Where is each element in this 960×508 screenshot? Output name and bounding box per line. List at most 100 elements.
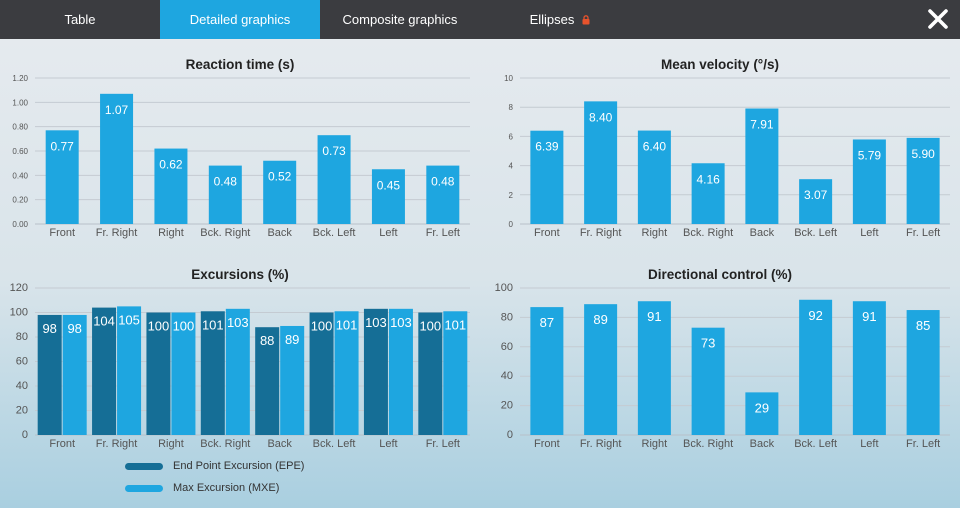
mean-velocity-category-label: Fr. Left xyxy=(906,227,940,239)
reaction-time-y-tick: 1.00 xyxy=(12,98,28,107)
mean-velocity-category-label: Front xyxy=(534,227,560,239)
mean-velocity-category-label: Right xyxy=(642,227,668,239)
directional-control-category-label: Fr. Left xyxy=(906,438,940,450)
reaction-time-data-label: 0.48 xyxy=(214,175,238,189)
reaction-time-y-tick: 0.80 xyxy=(12,123,28,132)
excursions-y-tick: 60 xyxy=(16,356,28,368)
tab-table[interactable]: Table xyxy=(64,12,96,27)
mean-velocity-y-tick: 6 xyxy=(509,132,514,141)
mean-velocity-y-tick: 10 xyxy=(504,74,513,83)
reaction-time-category-label: Right xyxy=(158,227,184,239)
mean-velocity-bar xyxy=(584,101,618,224)
excursions-data-label: 98 xyxy=(67,321,81,336)
excursions-bar-mxe xyxy=(225,308,250,435)
reaction-time-bar xyxy=(208,165,242,224)
excursions-bar-mxe xyxy=(443,311,468,435)
directional-control-data-label: 29 xyxy=(755,400,769,415)
lock-icon xyxy=(582,14,590,24)
legend-label-epe: End Point Excursion (EPE) xyxy=(173,460,305,472)
excursions-data-label: 101 xyxy=(444,317,466,332)
directional-control-y-tick: 0 xyxy=(507,429,513,441)
reaction-time-data-label: 0.77 xyxy=(51,139,75,153)
legend-item-epe: End Point Excursion (EPE) xyxy=(125,455,304,477)
reaction-time-data-label: 0.45 xyxy=(377,178,401,192)
excursions-data-label: 100 xyxy=(419,319,441,334)
excursions-legend: End Point Excursion (EPE) Max Excursion … xyxy=(125,455,304,499)
mean-velocity-y-tick: 4 xyxy=(509,162,514,171)
reaction-time-y-tick: 0.60 xyxy=(12,147,28,156)
excursions-chart: Excursions (%) 0 20 40 60 80 100 120 98 98 Front 10… xyxy=(10,267,470,450)
reaction-time-chart: Reaction time (s) 0.00 0.20 0.40 0.60 0.80 1.0… xyxy=(12,57,470,239)
reaction-time-data-label: 0.62 xyxy=(159,158,183,172)
top-navigation-bar: Table Detailed graphics Composite graphi… xyxy=(0,0,960,39)
excursions-category-label: Right xyxy=(158,438,184,450)
mean-velocity-bar xyxy=(745,108,779,224)
directional-control-bar xyxy=(691,327,725,435)
mean-velocity-data-label: 6.39 xyxy=(535,140,559,154)
reaction-time-data-label: 0.73 xyxy=(322,144,346,158)
reaction-time-bar xyxy=(263,160,297,224)
excursions-category-label: Bck. Left xyxy=(313,438,356,450)
directional-control-category-label: Bck. Left xyxy=(794,438,837,450)
excursions-data-label: 101 xyxy=(202,317,224,332)
tab-ellipses[interactable]: Ellipses xyxy=(480,0,640,39)
excursions-bar-mxe xyxy=(334,311,359,435)
reaction-time-y-tick: 0.00 xyxy=(12,220,28,229)
excursions-data-label: 103 xyxy=(365,315,387,330)
directional-control-data-label: 91 xyxy=(862,309,876,324)
mean-velocity-y-tick: 2 xyxy=(509,191,514,200)
excursions-y-tick: 80 xyxy=(16,331,28,343)
excursions-data-label: 101 xyxy=(336,317,358,332)
excursions-data-label: 100 xyxy=(148,319,170,334)
excursions-y-tick: 0 xyxy=(22,429,28,441)
excursions-data-label: 100 xyxy=(173,319,195,334)
excursions-bar-epe xyxy=(309,312,334,435)
mean-velocity-bar xyxy=(906,137,940,224)
legend-label-mxe: Max Excursion (MXE) xyxy=(173,482,280,494)
reaction-time-bar xyxy=(317,135,351,224)
directional-control-category-label: Fr. Right xyxy=(580,438,622,450)
excursions-data-label: 89 xyxy=(285,332,299,347)
reaction-time-data-label: 1.07 xyxy=(105,103,129,117)
excursions-data-label: 88 xyxy=(260,333,274,348)
excursions-category-label: Left xyxy=(379,438,397,450)
legend-swatch-epe xyxy=(125,462,163,470)
mean-velocity-category-label: Back xyxy=(750,227,775,239)
close-icon[interactable] xyxy=(926,7,950,31)
directional-control-data-label: 89 xyxy=(593,312,607,327)
mean-velocity-y-tick: 0 xyxy=(509,220,514,229)
excursions-bar-epe xyxy=(146,312,171,435)
legend-item-mxe: Max Excursion (MXE) xyxy=(125,477,304,499)
excursions-category-label: Bck. Right xyxy=(200,438,250,450)
legend-swatch-mxe xyxy=(125,484,163,492)
excursions-bar-epe xyxy=(200,311,225,435)
directional-control-bar xyxy=(530,307,564,435)
reaction-time-bar xyxy=(154,148,188,224)
excursions-bar-epe xyxy=(418,312,443,435)
directional-control-bar xyxy=(799,299,833,435)
excursions-y-tick: 100 xyxy=(10,307,28,319)
mean-velocity-data-label: 5.90 xyxy=(911,147,935,161)
excursions-data-label: 98 xyxy=(42,321,56,336)
excursions-bar-mxe xyxy=(388,308,413,435)
tab-detailed-graphics[interactable]: Detailed graphics xyxy=(160,0,320,39)
excursions-data-label: 104 xyxy=(93,314,115,329)
directional-control-chart: Directional control (%) 0 20 40 60 80 100 87 Fro… xyxy=(495,267,950,450)
directional-control-data-label: 85 xyxy=(916,318,930,333)
excursions-bar-mxe xyxy=(171,312,196,435)
directional-control-bar xyxy=(906,310,940,435)
mean-velocity-category-label: Bck. Right xyxy=(683,227,733,239)
mean-velocity-data-label: 5.79 xyxy=(858,148,882,162)
excursions-category-label: Front xyxy=(49,438,75,450)
directional-control-title: Directional control (%) xyxy=(648,267,792,282)
mean-velocity-bar xyxy=(691,163,725,224)
mean-velocity-bar xyxy=(852,139,886,224)
directional-control-y-tick: 100 xyxy=(495,282,513,294)
mean-velocity-y-tick: 8 xyxy=(509,103,514,112)
excursions-data-label: 100 xyxy=(311,319,333,334)
mean-velocity-bar xyxy=(637,130,671,224)
excursions-bar-epe xyxy=(92,307,117,435)
reaction-time-category-label: Back xyxy=(267,227,292,239)
directional-control-data-label: 87 xyxy=(540,315,554,330)
tab-composite-graphics[interactable]: Composite graphics xyxy=(342,12,458,27)
